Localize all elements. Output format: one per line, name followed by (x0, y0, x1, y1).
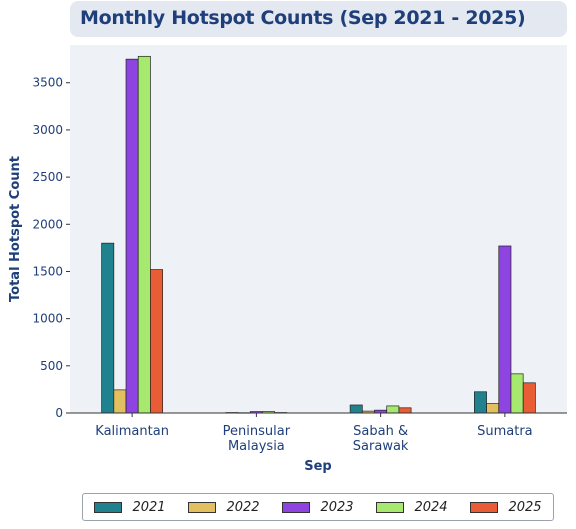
legend-swatch (94, 501, 123, 513)
legend-item: 2021 (94, 499, 166, 515)
legend-swatch (470, 501, 499, 513)
y-tick-label: 3500 (32, 76, 63, 90)
x-tick-label: Sumatra (477, 424, 533, 439)
legend-label: 2023 (320, 499, 354, 515)
legend-item: 2022 (188, 499, 260, 515)
legend-item: 2023 (282, 499, 354, 515)
y-tick-label: 1000 (32, 312, 63, 326)
x-axis-label: Sep (304, 459, 332, 474)
bar (125, 58, 139, 414)
bar (474, 391, 487, 414)
legend-label: 2021 (132, 499, 166, 515)
y-axis-label: Total Hotspot Count (8, 156, 23, 302)
x-tick-label: Peninsular Malaysia (223, 424, 291, 454)
legend-swatch (282, 501, 311, 513)
legend-item: 2024 (376, 499, 448, 515)
bar (150, 269, 163, 414)
y-tick-label: 500 (40, 359, 63, 373)
x-tick-label: Kalimantan (95, 424, 169, 439)
bar (113, 389, 127, 414)
chart-title-box: Monthly Hotspot Counts (Sep 2021 - 2025) (70, 1, 567, 37)
bar (101, 242, 115, 414)
legend-swatch (188, 501, 217, 513)
x-tick-label: Sabah & Sarawak (353, 424, 409, 454)
bar (386, 405, 400, 414)
y-tick-label: 2000 (32, 217, 63, 231)
bar (522, 382, 536, 414)
legend-label: 2024 (414, 499, 448, 515)
legend-swatch (376, 501, 405, 513)
chart-legend: 2021 2022 2023 2024 2025 (82, 493, 554, 521)
legend-item: 2025 (470, 499, 542, 515)
bar (137, 55, 151, 414)
y-tick-label: 2500 (32, 170, 63, 184)
bar (349, 404, 363, 414)
bar (510, 373, 524, 414)
chart-title: Monthly Hotspot Counts (Sep 2021 - 2025) (80, 7, 526, 29)
bar (498, 245, 512, 414)
legend-label: 2025 (508, 499, 542, 515)
y-tick-label: 3000 (32, 123, 63, 137)
y-tick-label: 1500 (32, 264, 63, 278)
bar (398, 407, 412, 414)
legend-label: 2022 (226, 499, 260, 515)
y-tick-label: 0 (55, 406, 63, 420)
bar (486, 403, 500, 414)
